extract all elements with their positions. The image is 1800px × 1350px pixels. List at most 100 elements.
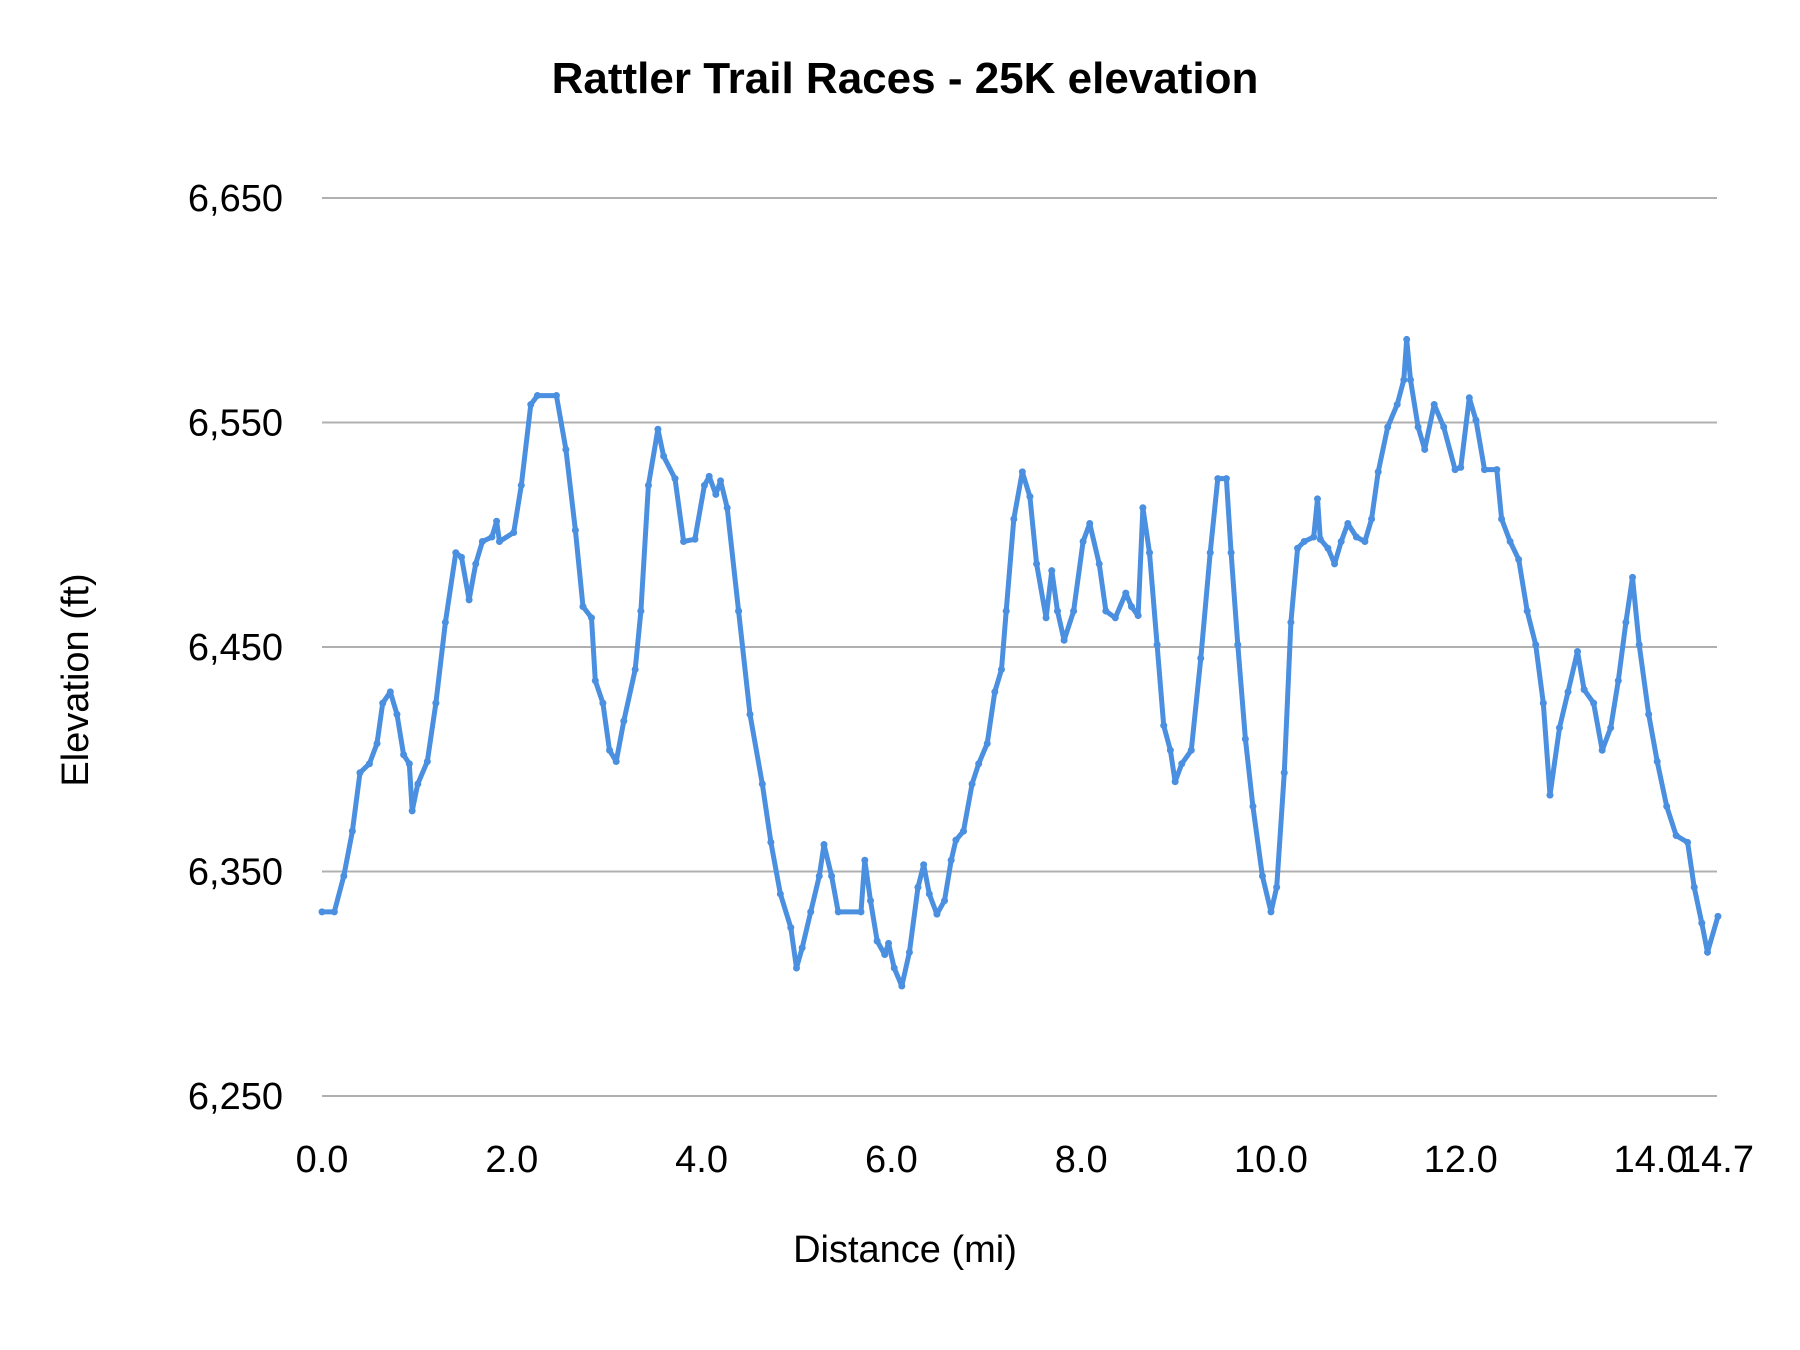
data-point [1079, 537, 1087, 545]
data-point [671, 475, 679, 483]
data-point [735, 607, 743, 615]
data-point [400, 751, 408, 759]
data-point [386, 688, 394, 696]
data-point [408, 807, 416, 815]
data-point [1002, 607, 1010, 615]
data-point [1310, 533, 1318, 541]
data-point [983, 740, 991, 748]
data-point [1033, 560, 1041, 568]
data-point [1086, 520, 1094, 528]
data-point [1590, 699, 1598, 707]
data-point [340, 872, 348, 880]
data-point [1249, 802, 1257, 810]
data-point [1095, 560, 1103, 568]
data-point [933, 910, 941, 918]
data-point [1472, 416, 1480, 424]
x-tick-label: 4.0 [675, 1139, 728, 1181]
data-point [787, 924, 795, 932]
data-point [717, 477, 725, 485]
data-point [1384, 423, 1392, 431]
data-point [881, 951, 889, 959]
data-point [654, 425, 662, 433]
data-point [1160, 722, 1168, 730]
data-point [820, 841, 828, 849]
data-point [767, 838, 775, 846]
data-point [562, 445, 570, 453]
data-point [1178, 760, 1186, 768]
data-point [478, 537, 486, 545]
data-point [1635, 641, 1643, 649]
data-point [393, 710, 401, 718]
data-point [1430, 401, 1438, 409]
x-tick-labels: 0.0 2.0 4.0 6.0 8.0 10.0 12.0 14.014.7 [296, 1139, 1754, 1181]
data-point [834, 908, 842, 916]
data-point [571, 526, 579, 534]
data-point [1042, 614, 1050, 622]
data-point [379, 699, 387, 707]
data-point [1153, 641, 1161, 649]
data-point [1026, 493, 1034, 501]
data-point [1241, 735, 1249, 743]
data-point [1457, 463, 1465, 471]
y-tick-labels: 6,250 6,350 6,450 6,550 6,650 [188, 178, 283, 1118]
data-point [1300, 537, 1308, 545]
data-point [1187, 746, 1195, 754]
y-tick-label: 6,550 [188, 403, 283, 445]
x-tick-label: 14.0 [1614, 1139, 1688, 1181]
data-point [867, 897, 875, 905]
data-point [1690, 883, 1698, 891]
data-point [1704, 948, 1712, 956]
data-point [776, 890, 784, 898]
data-point [1465, 394, 1473, 402]
data-point [705, 472, 713, 480]
data-point [637, 607, 645, 615]
data-point [1102, 607, 1110, 615]
data-point [798, 944, 806, 952]
data-point [1018, 468, 1026, 476]
data-point [873, 937, 881, 945]
data-point [1614, 677, 1622, 685]
data-point [1515, 555, 1523, 563]
data-point [612, 757, 620, 765]
data-point [441, 618, 449, 626]
data-point [700, 481, 708, 489]
data-point [1580, 686, 1588, 694]
data-point [1645, 710, 1653, 718]
data-point [423, 757, 431, 765]
data-point [1403, 335, 1411, 343]
data-point [1352, 533, 1360, 541]
x-tick-label: 8.0 [1055, 1139, 1108, 1181]
data-point [452, 549, 460, 557]
x-tick-label: 0.0 [296, 1139, 349, 1181]
data-point [579, 603, 587, 611]
data-point [712, 490, 720, 498]
data-point [1344, 520, 1352, 528]
data-point [1206, 549, 1214, 557]
data-point [1258, 872, 1266, 880]
data-point [533, 392, 541, 400]
data-point [1273, 883, 1281, 891]
data-point [1070, 607, 1078, 615]
data-point [405, 760, 413, 768]
data-point [691, 535, 699, 543]
data-point [861, 856, 869, 864]
data-point [517, 481, 525, 489]
data-point [885, 939, 893, 947]
data-point [1629, 573, 1637, 581]
data-point [1010, 515, 1018, 523]
data-point [1555, 724, 1563, 732]
data-point [1287, 618, 1295, 626]
data-point [1374, 468, 1382, 476]
data-point [644, 481, 652, 489]
y-axis-label: Elevation (ft) [55, 573, 97, 786]
data-point [1122, 589, 1130, 597]
data-point [1324, 544, 1332, 552]
y-tick-label: 6,350 [188, 852, 283, 894]
data-point [1574, 647, 1581, 655]
x-axis-label: Distance (mi) [793, 1229, 1017, 1271]
elevation-line [319, 336, 1721, 989]
data-point [488, 533, 496, 541]
data-point [432, 699, 440, 707]
data-point [1048, 567, 1056, 575]
data-point [1331, 560, 1339, 568]
